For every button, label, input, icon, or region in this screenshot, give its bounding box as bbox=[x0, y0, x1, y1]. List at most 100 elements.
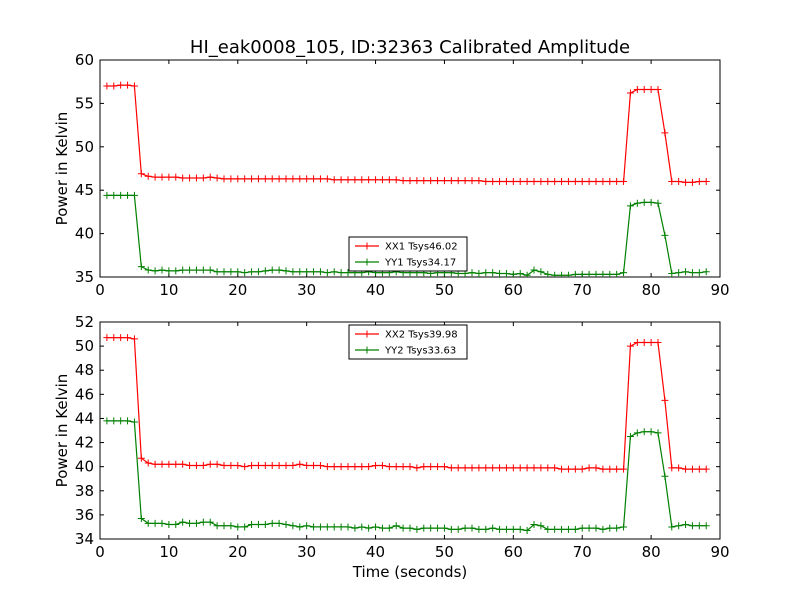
data-point bbox=[316, 175, 324, 183]
data-point bbox=[261, 461, 269, 469]
data-point bbox=[179, 460, 187, 468]
data-point bbox=[682, 521, 690, 529]
data-point bbox=[234, 523, 242, 531]
data-point bbox=[372, 523, 380, 531]
data-point bbox=[303, 268, 311, 276]
data-point bbox=[220, 461, 228, 469]
subplot-1: 0 10 20 30 40 50 60 70 80 90 35 40 45 50 55 60 Power in … bbox=[53, 51, 730, 299]
data-point bbox=[172, 173, 180, 181]
data-point bbox=[206, 518, 214, 526]
data-point bbox=[241, 175, 249, 183]
data-point bbox=[675, 178, 683, 186]
data-point bbox=[523, 527, 531, 535]
data-point bbox=[365, 176, 373, 184]
data-point bbox=[220, 175, 228, 183]
data-point bbox=[199, 518, 207, 526]
y-tick-label: 48 bbox=[75, 361, 94, 379]
y-tick-label: 50 bbox=[75, 138, 94, 156]
y-tick-label: 55 bbox=[75, 94, 94, 112]
data-point bbox=[206, 266, 214, 274]
data-point bbox=[289, 461, 297, 469]
data-point bbox=[695, 522, 703, 530]
data-point bbox=[413, 525, 421, 533]
data-point bbox=[110, 417, 118, 425]
data-point bbox=[289, 268, 297, 276]
data-point bbox=[234, 175, 242, 183]
data-point bbox=[117, 334, 125, 342]
data-point bbox=[165, 521, 173, 529]
data-point bbox=[296, 523, 304, 531]
data-point bbox=[482, 464, 490, 472]
data-point bbox=[275, 461, 283, 469]
data-point bbox=[199, 266, 207, 274]
y-tick-label: 46 bbox=[75, 385, 94, 403]
data-point bbox=[599, 525, 607, 533]
data-point bbox=[275, 266, 283, 274]
data-point bbox=[537, 178, 545, 186]
data-point bbox=[323, 175, 331, 183]
data-point bbox=[496, 178, 504, 186]
data-point bbox=[344, 176, 352, 184]
data-point bbox=[688, 178, 696, 186]
data-point bbox=[165, 267, 173, 275]
legend-marker bbox=[363, 258, 371, 266]
y-tick-label: 40 bbox=[75, 458, 94, 476]
data-point bbox=[344, 463, 352, 471]
data-point bbox=[606, 465, 614, 473]
data-point bbox=[316, 523, 324, 531]
data-point bbox=[571, 525, 579, 533]
data-point bbox=[606, 270, 614, 277]
data-point bbox=[502, 525, 510, 533]
data-point bbox=[454, 464, 462, 472]
data-point bbox=[310, 268, 318, 276]
data-point bbox=[564, 178, 572, 186]
data-point bbox=[434, 463, 442, 471]
data-point bbox=[537, 268, 545, 276]
x-axis-label: Time (seconds) bbox=[352, 563, 468, 581]
data-point bbox=[365, 524, 373, 532]
data-point bbox=[124, 417, 132, 425]
data-point bbox=[172, 267, 180, 275]
data-point bbox=[337, 523, 345, 531]
data-point bbox=[530, 266, 538, 274]
data-point bbox=[434, 177, 442, 185]
data-point bbox=[227, 461, 235, 469]
y-tick-label: 40 bbox=[75, 225, 94, 243]
data-point bbox=[626, 202, 634, 210]
data-point bbox=[427, 524, 435, 532]
data-point bbox=[399, 524, 407, 532]
data-point bbox=[688, 465, 696, 473]
y-tick-label: 38 bbox=[75, 482, 94, 500]
data-point bbox=[661, 472, 669, 480]
subplot-2: 0 10 20 30 40 50 60 70 80 90 34 36 38 40 42 44 46 48 50 52 P… bbox=[53, 313, 730, 561]
data-point bbox=[351, 176, 359, 184]
data-point bbox=[337, 463, 345, 471]
data-point bbox=[186, 461, 194, 469]
data-point bbox=[447, 525, 455, 533]
data-point bbox=[654, 338, 662, 346]
data-point bbox=[234, 268, 242, 276]
data-point bbox=[661, 231, 669, 239]
data-point bbox=[675, 522, 683, 530]
data-point bbox=[606, 178, 614, 186]
data-point bbox=[496, 525, 504, 533]
data-point bbox=[124, 334, 132, 342]
y-tick-label: 52 bbox=[75, 313, 94, 331]
data-point bbox=[571, 465, 579, 473]
data-point bbox=[296, 460, 304, 468]
data-point bbox=[137, 170, 145, 178]
data-point bbox=[461, 177, 469, 185]
data-point bbox=[261, 521, 269, 529]
x-tick-label: 20 bbox=[228, 543, 247, 561]
data-point bbox=[248, 521, 256, 529]
legend-label: YY1 Tsys34.17 bbox=[384, 258, 456, 269]
data-point bbox=[695, 178, 703, 186]
data-point bbox=[585, 464, 593, 472]
data-point bbox=[440, 463, 448, 471]
data-point bbox=[544, 270, 552, 277]
data-point bbox=[475, 525, 483, 533]
data-point bbox=[668, 178, 676, 186]
legend-item: YY1 Tsys34.17 bbox=[355, 258, 456, 269]
data-point bbox=[337, 176, 345, 184]
data-point bbox=[530, 464, 538, 472]
